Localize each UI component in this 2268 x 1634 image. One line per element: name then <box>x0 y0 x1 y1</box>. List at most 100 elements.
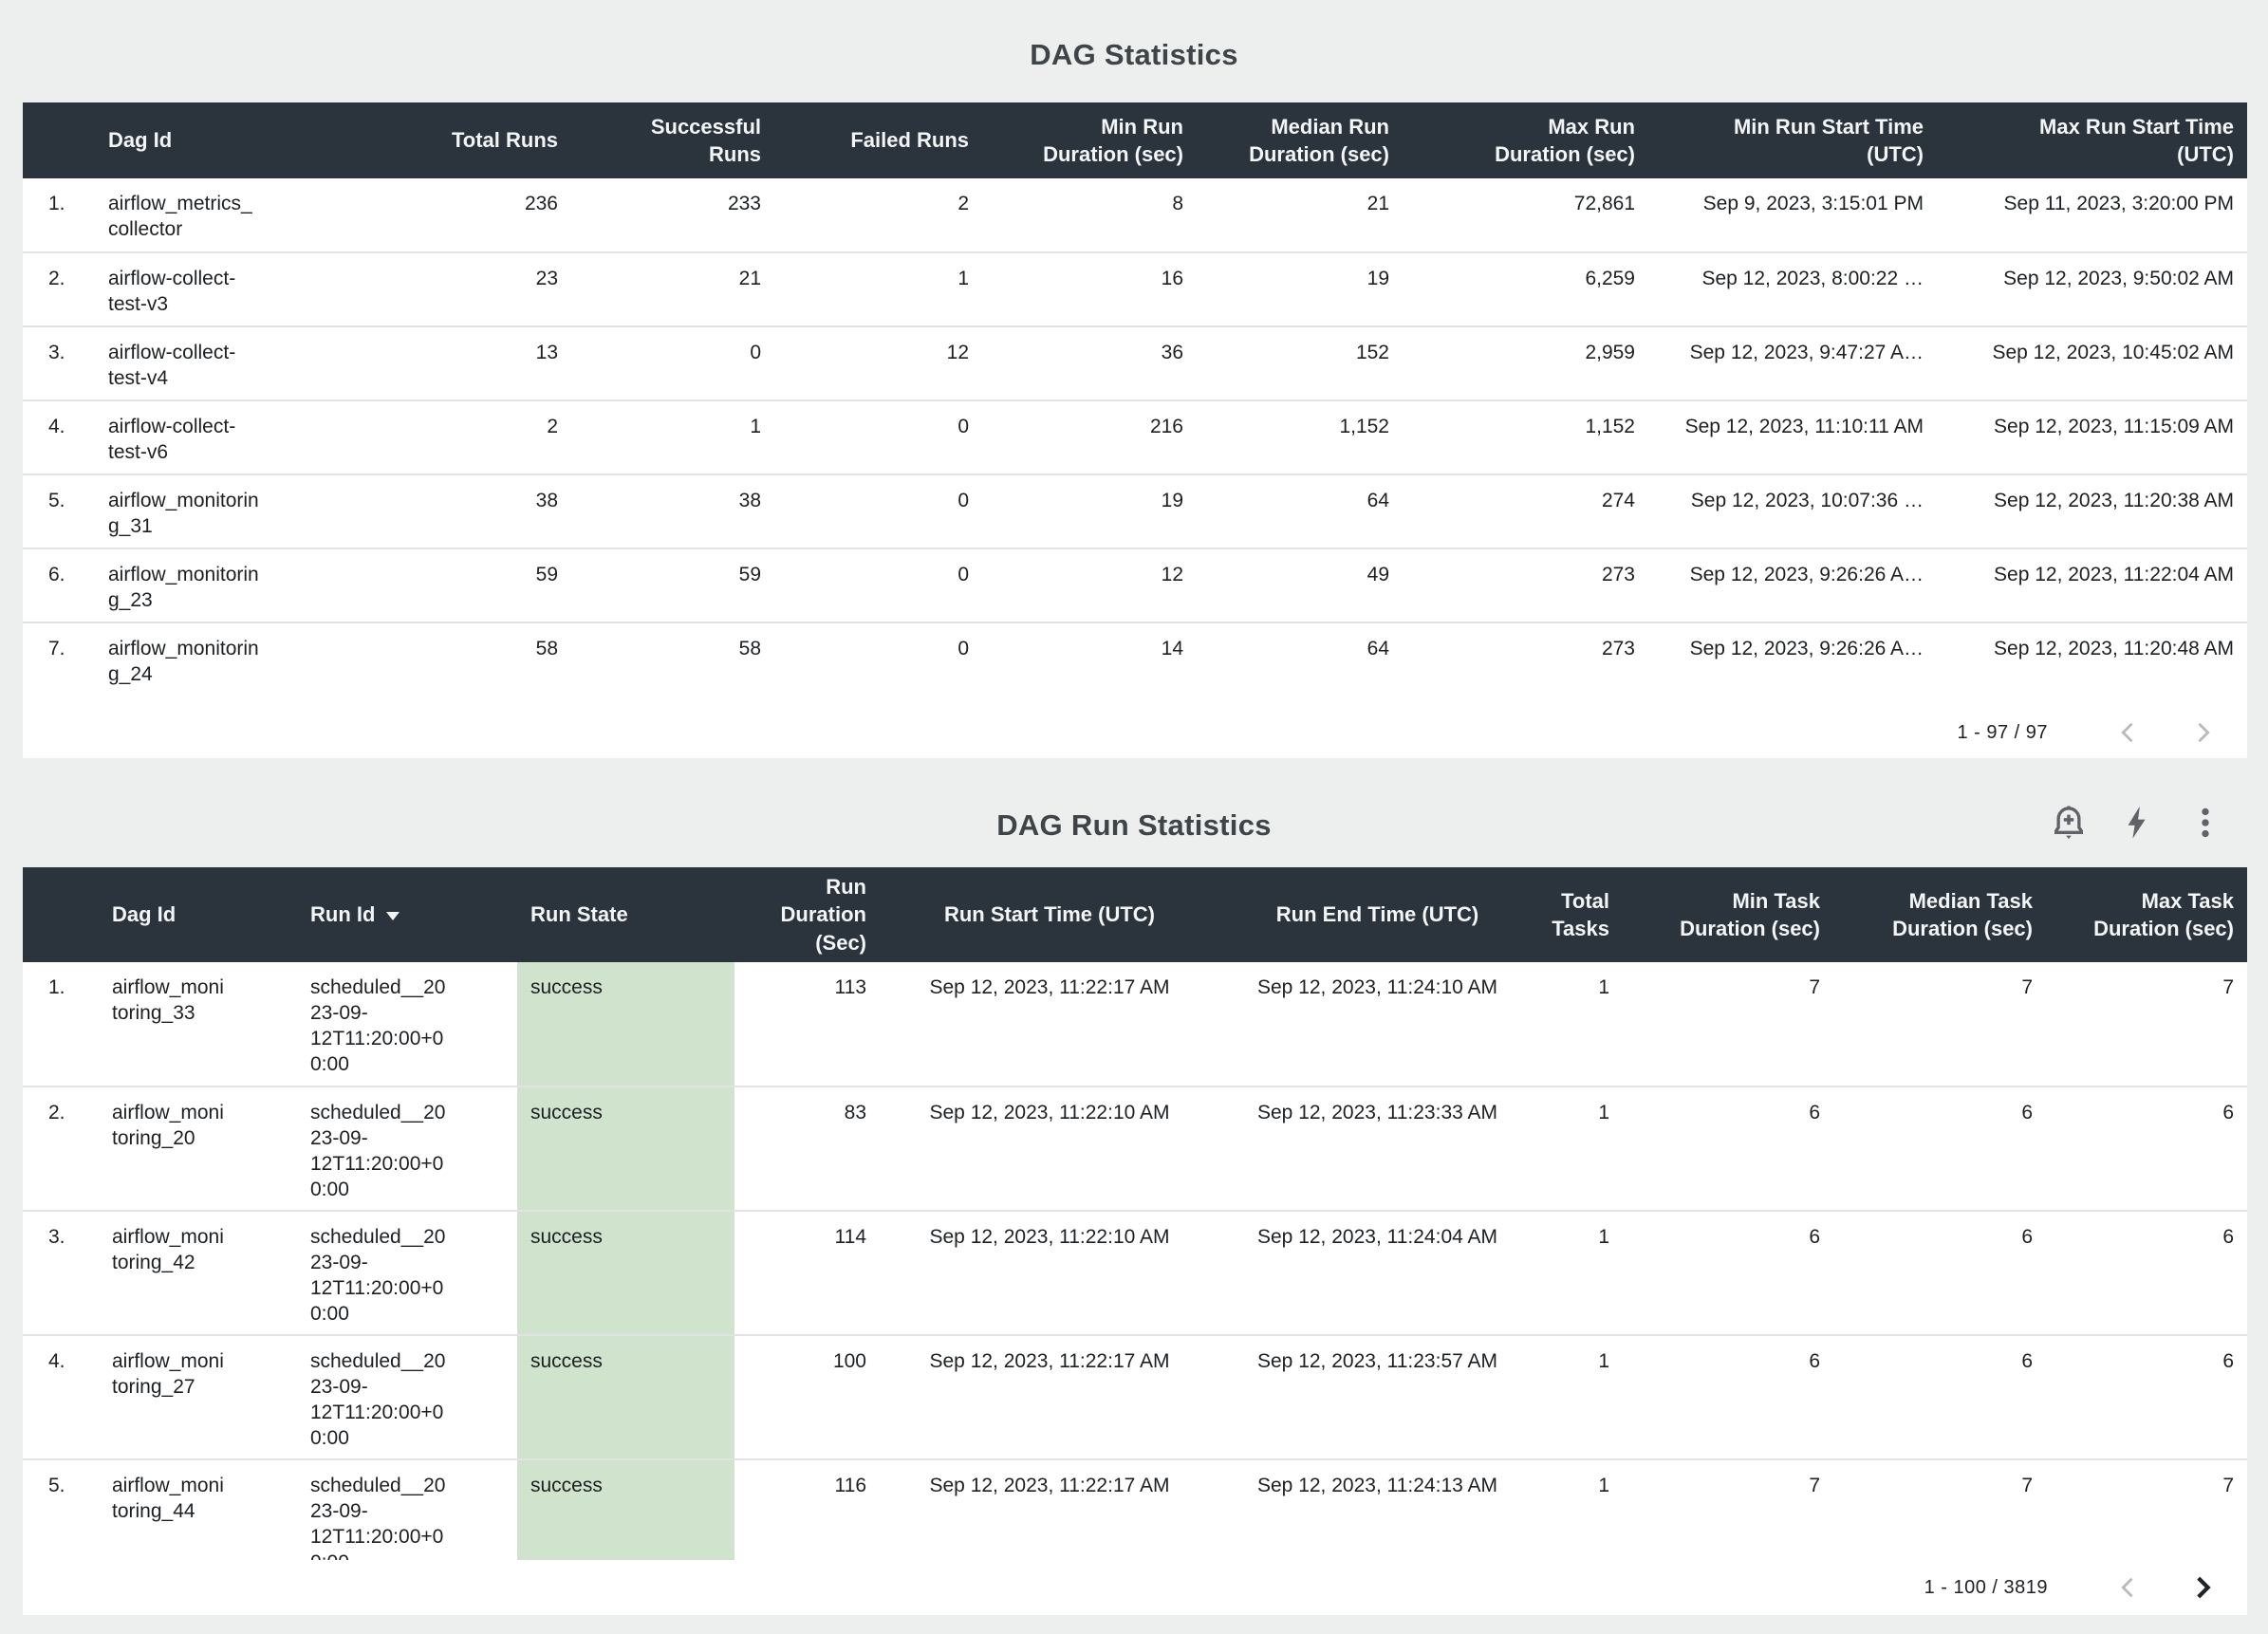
page-title: DAG Run Statistics <box>0 808 2268 843</box>
header-max-run-duration[interactable]: Max Run Duration (sec) <box>1403 102 1648 178</box>
cell-max-run-duration: 1,152 <box>1403 400 1648 474</box>
cell-min-run-start-time: Sep 12, 2023, 9:26:26 A… <box>1648 548 1937 622</box>
cell-min-run-start-time: Sep 12, 2023, 9:47:27 A… <box>1648 326 1937 400</box>
chevron-right-icon[interactable] <box>2186 716 2219 749</box>
cell-successful-runs: 21 <box>571 252 774 326</box>
header-total-runs[interactable]: Total Runs <box>340 102 571 178</box>
cell-run-start-time: Sep 12, 2023, 11:22:17 AM <box>880 1335 1219 1459</box>
more-vert-icon[interactable] <box>2185 803 2225 843</box>
cell-total-tasks: 1 <box>1535 1211 1623 1335</box>
cell-min-run-duration: 8 <box>982 178 1197 252</box>
chevron-left-icon[interactable] <box>2112 1571 2145 1604</box>
chevron-right-icon[interactable] <box>2186 1571 2219 1604</box>
cell-successful-runs: 0 <box>571 326 774 400</box>
table-row: 6. airflow_monitoring_23 59 59 0 12 49 2… <box>23 548 2247 622</box>
header-run-end-time[interactable]: Run End Time (UTC) <box>1219 867 1535 962</box>
cell-total-tasks: 1 <box>1535 1335 1623 1459</box>
cell-min-task-duration: 7 <box>1623 962 1833 1086</box>
row-index: 2. <box>23 1086 99 1211</box>
cell-run-duration: 114 <box>734 1211 880 1335</box>
cell-max-run-duration: 2,959 <box>1403 326 1648 400</box>
cell-failed-runs: 0 <box>774 622 982 696</box>
bolt-icon[interactable] <box>2117 803 2157 843</box>
header-failed-runs[interactable]: Failed Runs <box>774 102 982 178</box>
header-median-run-duration[interactable]: Median Run Duration (sec) <box>1197 102 1403 178</box>
cell-dag-id: airflow-collect-test-v4 <box>95 326 340 400</box>
cell-dag-id: airflow_metrics_collector <box>95 178 340 252</box>
cell-median-run-duration: 64 <box>1197 622 1403 696</box>
cell-min-run-start-time: Sep 12, 2023, 11:10:11 AM <box>1648 400 1937 474</box>
cell-total-runs: 2 <box>340 400 571 474</box>
cell-run-end-time: Sep 12, 2023, 11:23:33 AM <box>1219 1086 1535 1211</box>
header-run-state[interactable]: Run State <box>517 867 734 962</box>
header-max-run-start-time[interactable]: Max Run Start Time (UTC) <box>1937 102 2247 178</box>
table-row: 3. airflow_monitoring_42 scheduled__2023… <box>23 1211 2247 1335</box>
sort-descending-icon <box>386 912 400 920</box>
header-index <box>23 102 95 178</box>
cell-total-runs: 23 <box>340 252 571 326</box>
chevron-left-icon[interactable] <box>2112 716 2145 749</box>
table-row: 1. airflow_monitoring_33 scheduled__2023… <box>23 962 2247 1086</box>
header-run-duration[interactable]: Run Duration (Sec) <box>734 867 880 962</box>
pagination-bar: 1 - 97 / 97 <box>23 707 2247 758</box>
row-index: 3. <box>23 326 95 400</box>
row-index: 2. <box>23 252 95 326</box>
cell-dag-id: airflow_monitoring_20 <box>99 1086 297 1211</box>
cell-max-run-start-time: Sep 12, 2023, 9:50:02 AM <box>1937 252 2247 326</box>
dag-run-statistics-table: Dag Id Run Id Run State Run Duration (Se… <box>23 867 2247 1584</box>
cell-max-task-duration: 6 <box>2046 1335 2247 1459</box>
cell-max-task-duration: 7 <box>2046 962 2247 1086</box>
add-alert-icon[interactable] <box>2049 803 2089 843</box>
header-successful-runs[interactable]: Successful Runs <box>571 102 774 178</box>
cell-run-id: scheduled__2023-09-12T11:20:00+00:00 <box>297 1086 517 1211</box>
row-index: 1. <box>23 178 95 252</box>
cell-max-run-duration: 72,861 <box>1403 178 1648 252</box>
cell-dag-id: airflow_monitoring_31 <box>95 474 340 548</box>
header-min-run-duration[interactable]: Min Run Duration (sec) <box>982 102 1197 178</box>
cell-max-run-start-time: Sep 12, 2023, 11:22:04 AM <box>1937 548 2247 622</box>
cell-run-duration: 100 <box>734 1335 880 1459</box>
cell-min-run-duration: 16 <box>982 252 1197 326</box>
table-row: 4. airflow_monitoring_27 scheduled__2023… <box>23 1335 2247 1459</box>
header-run-start-time[interactable]: Run Start Time (UTC) <box>880 867 1219 962</box>
cell-total-runs: 236 <box>340 178 571 252</box>
cell-median-run-duration: 1,152 <box>1197 400 1403 474</box>
cell-failed-runs: 1 <box>774 252 982 326</box>
cell-dag-id: airflow_monitoring_23 <box>95 548 340 622</box>
pagination-range-label: 1 - 97 / 97 <box>1957 722 2048 744</box>
page-title: DAG Statistics <box>0 38 2268 72</box>
cell-failed-runs: 0 <box>774 474 982 548</box>
table-row: 7. airflow_monitoring_24 58 58 0 14 64 2… <box>23 622 2247 696</box>
cell-run-end-time: Sep 12, 2023, 11:23:57 AM <box>1219 1335 1535 1459</box>
cell-max-run-start-time: Sep 11, 2023, 3:20:00 PM <box>1937 178 2247 252</box>
header-dag-id[interactable]: Dag Id <box>95 102 340 178</box>
cell-max-task-duration: 6 <box>2046 1086 2247 1211</box>
cell-median-run-duration: 64 <box>1197 474 1403 548</box>
table-row: 2. airflow_monitoring_20 scheduled__2023… <box>23 1086 2247 1211</box>
header-run-id[interactable]: Run Id <box>297 867 517 962</box>
cell-max-run-start-time: Sep 12, 2023, 11:20:48 AM <box>1937 622 2247 696</box>
cell-median-task-duration: 7 <box>1833 962 2046 1086</box>
cell-min-run-start-time: Sep 9, 2023, 3:15:01 PM <box>1648 178 1937 252</box>
cell-run-id: scheduled__2023-09-12T11:20:00+00:00 <box>297 1211 517 1335</box>
cell-successful-runs: 58 <box>571 622 774 696</box>
cell-failed-runs: 12 <box>774 326 982 400</box>
header-min-run-start-time[interactable]: Min Run Start Time (UTC) <box>1648 102 1937 178</box>
header-max-task-duration[interactable]: Max Task Duration (sec) <box>2046 867 2247 962</box>
row-index: 3. <box>23 1211 99 1335</box>
cell-failed-runs: 0 <box>774 400 982 474</box>
table-row: 5. airflow_monitoring_31 38 38 0 19 64 2… <box>23 474 2247 548</box>
cell-total-tasks: 1 <box>1535 1086 1623 1211</box>
pagination-range-label: 1 - 100 / 3819 <box>1924 1577 2048 1599</box>
cell-min-run-duration: 14 <box>982 622 1197 696</box>
cell-successful-runs: 38 <box>571 474 774 548</box>
cell-min-run-duration: 12 <box>982 548 1197 622</box>
header-min-task-duration[interactable]: Min Task Duration (sec) <box>1623 867 1833 962</box>
header-dag-id[interactable]: Dag Id <box>99 867 297 962</box>
cell-total-runs: 13 <box>340 326 571 400</box>
header-total-tasks[interactable]: Total Tasks <box>1535 867 1623 962</box>
row-index: 7. <box>23 622 95 696</box>
cell-successful-runs: 59 <box>571 548 774 622</box>
header-median-task-duration[interactable]: Median Task Duration (sec) <box>1833 867 2046 962</box>
cell-min-task-duration: 6 <box>1623 1335 1833 1459</box>
